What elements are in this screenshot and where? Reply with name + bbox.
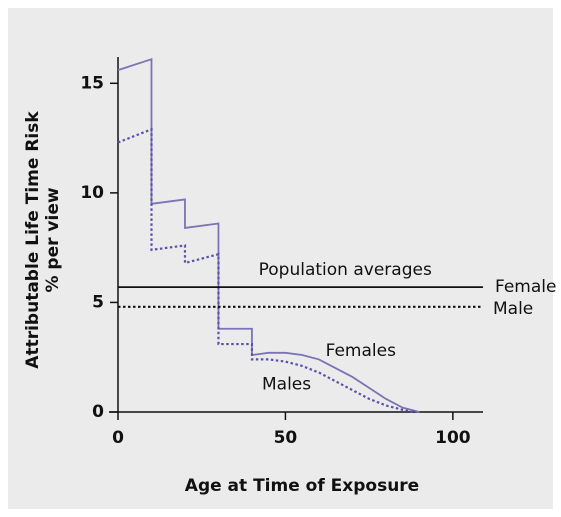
y-tick-label: 5 — [92, 292, 104, 312]
y-tick-label: 10 — [80, 183, 104, 203]
x-axis-label: Age at Time of Exposure — [185, 476, 419, 496]
series-line — [117, 127, 413, 414]
x-tick-label: 0 — [112, 428, 124, 448]
panel — [8, 8, 553, 509]
series-label: Female — [495, 277, 556, 297]
x-tick-label: 50 — [274, 428, 298, 448]
y-tick-label: 0 — [92, 402, 104, 422]
annotation: Population averages — [259, 260, 432, 280]
y-tick-label: 15 — [80, 73, 104, 93]
series-line — [117, 57, 420, 413]
y-axis-label: % per view — [43, 187, 63, 292]
y-axis-label: Attributable Life Time Risk — [23, 111, 43, 369]
x-tick-label: 100 — [435, 428, 471, 448]
series-label: Males — [262, 375, 311, 395]
series-label: Females — [326, 341, 396, 361]
series-label: Male — [493, 299, 533, 319]
